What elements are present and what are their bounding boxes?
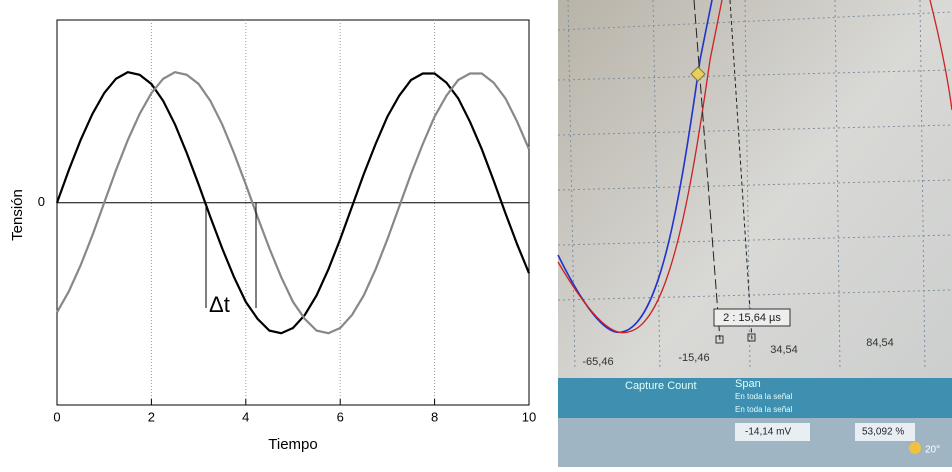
marker bbox=[690, 66, 706, 82]
handle bbox=[747, 333, 756, 342]
screen-photo: -65,46 -15,46 34,54 84,54 2 : 15,64 µs Captur… bbox=[557, 0, 952, 467]
chart: Tiempo Tensión 0 2 4 6 8 10 0 Δt bbox=[9, 19, 536, 453]
scope-grid bbox=[557, 0, 952, 371]
scope-axis-label: -15,46 bbox=[678, 352, 709, 364]
handle bbox=[715, 335, 724, 344]
toolbar-text: -14,14 mV bbox=[745, 427, 791, 438]
cursor-1 bbox=[693, 0, 721, 341]
x-tick-label: 8 bbox=[431, 409, 438, 424]
x-tick-label: 2 bbox=[148, 409, 155, 424]
panel-text: Capture Count bbox=[625, 380, 697, 392]
toolbar-text: 20° bbox=[925, 445, 940, 456]
panel-text: En toda la señal bbox=[735, 392, 793, 401]
plot-frame bbox=[56, 19, 530, 406]
panel-text: Span bbox=[735, 378, 761, 390]
weather-icon bbox=[909, 442, 921, 454]
red-trace-2 bbox=[929, 0, 952, 111]
x-tick-label: 4 bbox=[242, 409, 249, 424]
series-line bbox=[56, 71, 531, 335]
x-tick-label: 0 bbox=[53, 409, 60, 424]
panel-text: En toda la señal bbox=[735, 405, 793, 414]
cursor-readout: 2 : 15,64 µs bbox=[723, 312, 781, 324]
field bbox=[735, 423, 810, 441]
info-panel bbox=[558, 378, 952, 418]
x-tick-label: 10 bbox=[522, 409, 536, 424]
y-axis-label: Tensión bbox=[9, 189, 26, 241]
scope-axis-label: 84,54 bbox=[866, 337, 894, 349]
scope-axis-label: 34,54 bbox=[770, 344, 798, 356]
y-tick-label: 0 bbox=[38, 194, 45, 209]
field bbox=[855, 423, 915, 441]
annotation: Δt bbox=[209, 292, 230, 317]
red-trace bbox=[557, 0, 723, 334]
scope-axis-label: -65,46 bbox=[582, 356, 613, 368]
readout-box bbox=[713, 308, 791, 327]
toolbar-text: 53,092 % bbox=[862, 427, 904, 438]
series-line bbox=[55, 71, 531, 335]
x-tick-label: 6 bbox=[337, 409, 344, 424]
cursor-2 bbox=[729, 0, 753, 341]
x-axis-label: Tiempo bbox=[268, 436, 317, 453]
